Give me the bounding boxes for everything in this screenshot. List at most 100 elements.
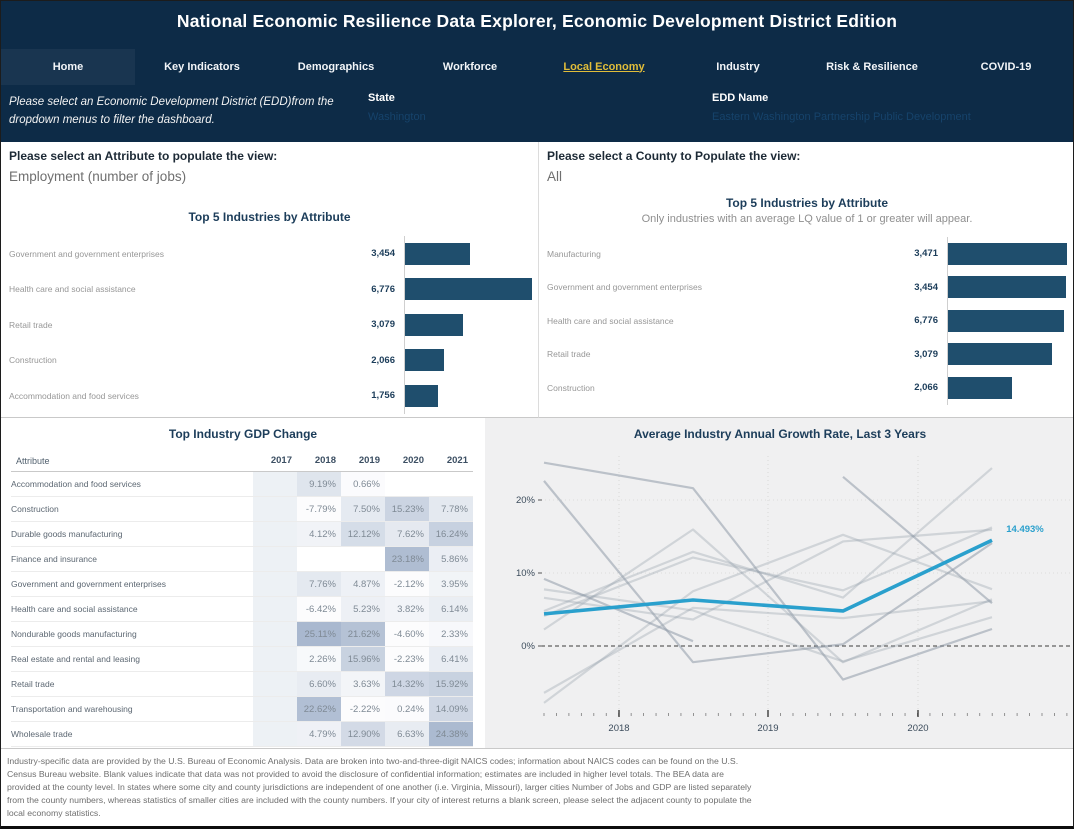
table-cell[interactable]: 4.87%: [341, 571, 385, 597]
gdp-table-header-row: Attribute 2017 2018 2019 2020 2021: [11, 451, 473, 472]
table-cell[interactable]: [253, 721, 297, 747]
table-cell[interactable]: 12.90%: [341, 721, 385, 747]
edd-dropdown[interactable]: Eastern Washington Partnership Public De…: [712, 111, 971, 123]
bar[interactable]: [405, 349, 444, 372]
bar[interactable]: [405, 313, 463, 336]
table-cell[interactable]: 7.62%: [385, 521, 429, 547]
bar-category-label: Retail trade: [547, 349, 591, 360]
table-cell[interactable]: 12.12%: [341, 521, 385, 547]
county-dropdown[interactable]: All: [547, 169, 563, 184]
table-cell[interactable]: [253, 496, 297, 522]
tab-industry[interactable]: Industry: [716, 60, 760, 73]
growth-line[interactable]: [543, 526, 993, 617]
table-cell[interactable]: [253, 521, 297, 547]
bar[interactable]: [948, 242, 1068, 265]
table-cell[interactable]: -2.23%: [385, 646, 429, 672]
bar[interactable]: [405, 242, 470, 265]
growth-line[interactable]: [842, 475, 993, 605]
highlight-line[interactable]: [543, 538, 993, 616]
table-cell[interactable]: 6.41%: [429, 646, 473, 672]
attribute-dropdown[interactable]: Employment (number of jobs): [9, 169, 187, 184]
table-cell[interactable]: 15.23%: [385, 496, 429, 522]
bar[interactable]: [948, 309, 1065, 332]
table-cell[interactable]: 4.79%: [297, 721, 341, 747]
table-cell[interactable]: 3.63%: [341, 671, 385, 697]
table-cell[interactable]: [253, 646, 297, 672]
table-cell[interactable]: 4.12%: [297, 521, 341, 547]
table-cell[interactable]: [429, 471, 473, 497]
growth-line[interactable]: [543, 480, 993, 664]
table-cell[interactable]: 14.32%: [385, 671, 429, 697]
table-cell[interactable]: 7.78%: [429, 496, 473, 522]
tab-workforce[interactable]: Workforce: [442, 60, 498, 73]
table-cell[interactable]: -2.22%: [341, 696, 385, 722]
table-cell[interactable]: -4.60%: [385, 621, 429, 647]
tab-local-economy[interactable]: Local Economy: [563, 60, 645, 73]
growth-line[interactable]: [543, 528, 993, 664]
table-cell[interactable]: 15.92%: [429, 671, 473, 697]
bar-track: [947, 237, 1073, 271]
table-cell[interactable]: -2.12%: [385, 571, 429, 597]
table-cell[interactable]: 21.62%: [341, 621, 385, 647]
growth-line[interactable]: [543, 588, 993, 663]
tab-covid-19[interactable]: COVID-19: [980, 60, 1032, 73]
table-row: Transportation and warehousing 22.62% -2.2…: [11, 696, 473, 722]
table-cell[interactable]: 15.96%: [341, 646, 385, 672]
growth-line[interactable]: [543, 600, 993, 694]
row-label: Retail trade: [11, 671, 253, 697]
table-cell[interactable]: [253, 671, 297, 697]
bar[interactable]: [948, 276, 1067, 299]
tab-risk-resilience[interactable]: Risk & Resilience: [826, 60, 918, 73]
table-cell[interactable]: 25.11%: [297, 621, 341, 647]
growth-line[interactable]: [543, 461, 993, 681]
table-cell[interactable]: [297, 546, 341, 572]
table-cell[interactable]: 5.23%: [341, 596, 385, 622]
table-cell[interactable]: 2.33%: [429, 621, 473, 647]
bar[interactable]: [948, 376, 1012, 399]
footer: Industry-specific data are provided by t…: [1, 749, 1073, 826]
bar[interactable]: [948, 343, 1053, 366]
column-header: 2020: [385, 451, 429, 472]
y-axis-label: 10%: [516, 568, 536, 579]
table-cell[interactable]: 6.60%: [297, 671, 341, 697]
table-cell[interactable]: 7.50%: [341, 496, 385, 522]
table-cell[interactable]: -6.42%: [297, 596, 341, 622]
table-cell[interactable]: 3.95%: [429, 571, 473, 597]
growth-line[interactable]: [543, 533, 993, 704]
table-cell[interactable]: 2.26%: [297, 646, 341, 672]
table-cell[interactable]: 0.66%: [341, 471, 385, 497]
table-cell[interactable]: [253, 571, 297, 597]
bar-track: [947, 371, 1073, 405]
table-cell[interactable]: [253, 546, 297, 572]
table-cell[interactable]: -7.79%: [297, 496, 341, 522]
table-cell[interactable]: 7.76%: [297, 571, 341, 597]
table-cell[interactable]: 16.24%: [429, 521, 473, 547]
state-dropdown[interactable]: Washington: [368, 111, 426, 123]
table-cell[interactable]: [253, 696, 297, 722]
table-cell[interactable]: 6.63%: [385, 721, 429, 747]
tab-home[interactable]: Home: [1, 48, 135, 85]
table-cell[interactable]: [341, 546, 385, 572]
column-header: 2017: [253, 451, 297, 472]
table-cell[interactable]: 6.14%: [429, 596, 473, 622]
tab-demographics[interactable]: Demographics: [297, 60, 375, 73]
growth-line[interactable]: [543, 467, 993, 613]
table-cell[interactable]: 3.82%: [385, 596, 429, 622]
row-label: Wholesale trade: [11, 721, 253, 747]
bar[interactable]: [405, 278, 532, 301]
table-cell[interactable]: 23.18%: [385, 546, 429, 572]
table-cell[interactable]: 5.86%: [429, 546, 473, 572]
table-cell[interactable]: [253, 471, 297, 497]
bar[interactable]: [405, 384, 438, 407]
state-filter: State Washington: [368, 92, 426, 123]
table-cell[interactable]: [253, 596, 297, 622]
table-cell[interactable]: 14.09%: [429, 696, 473, 722]
table-cell[interactable]: 22.62%: [297, 696, 341, 722]
tab-key-indicators[interactable]: Key Indicators: [164, 60, 240, 73]
table-cell[interactable]: 9.19%: [297, 471, 341, 497]
table-cell[interactable]: 24.38%: [429, 721, 473, 747]
table-cell[interactable]: [385, 471, 429, 497]
table-cell[interactable]: 0.24%: [385, 696, 429, 722]
county-chart-title: Top 5 Industries by Attribute: [725, 196, 888, 210]
table-cell[interactable]: [253, 621, 297, 647]
